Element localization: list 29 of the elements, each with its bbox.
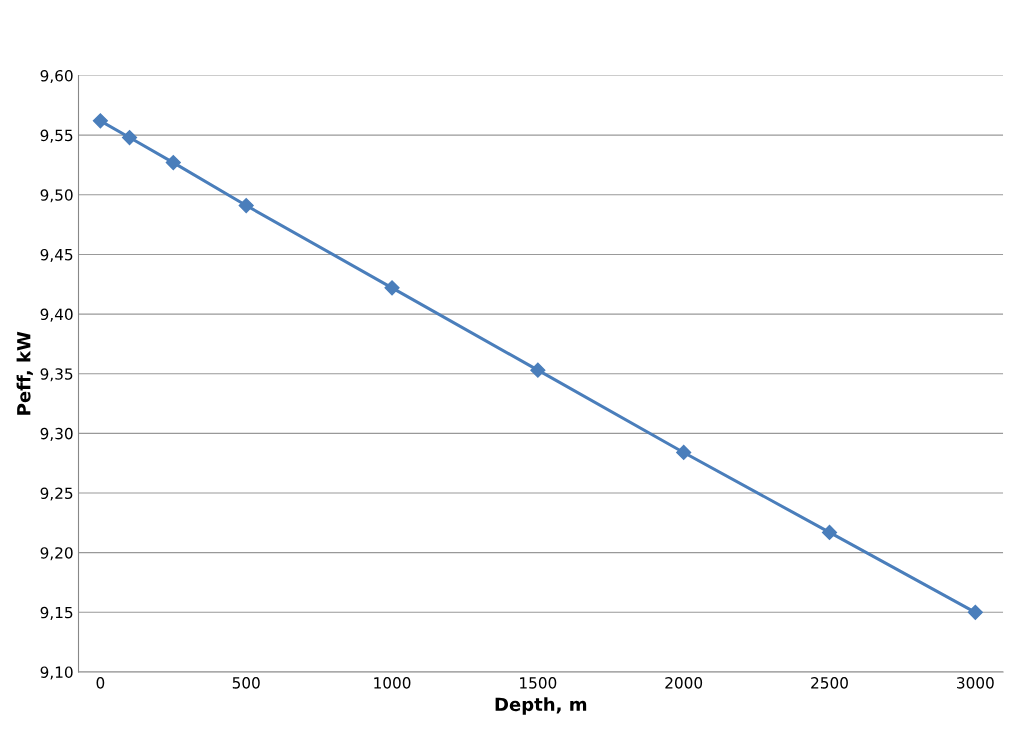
- x-tick-label: 1000: [374, 677, 411, 689]
- x-tick-label: 1500: [520, 677, 557, 689]
- x-tick-label: 0: [96, 677, 105, 689]
- y-tick-label: 9,50: [40, 189, 73, 203]
- x-tick-label: 2000: [665, 677, 703, 689]
- x-tick-label: 3000: [957, 677, 994, 689]
- y-tick-label: 9,35: [40, 368, 73, 382]
- y-tick-label: 9,40: [40, 308, 73, 322]
- point: [676, 444, 692, 461]
- point: [530, 362, 546, 378]
- y-tick-label: 9,55: [40, 129, 73, 143]
- y-tick-label: 9,30: [40, 427, 73, 441]
- point: [92, 113, 108, 129]
- x-tick-label: 2500: [811, 677, 848, 689]
- x-axis-title: Depth, m: [495, 697, 587, 715]
- y-tick-label: 9,15: [40, 606, 73, 620]
- point: [165, 155, 181, 171]
- y-tick-label: 9,25: [40, 487, 73, 501]
- y-tick-label: 9,20: [40, 547, 73, 561]
- y-tick-label: 9,60: [40, 69, 73, 84]
- point: [967, 604, 983, 620]
- x-tick-label: 500: [232, 677, 260, 689]
- point: [821, 524, 838, 540]
- y-axis-title: Peff, kW: [16, 331, 33, 415]
- y-tick-label: 9,45: [40, 248, 73, 263]
- point: [238, 197, 254, 214]
- point: [121, 129, 138, 146]
- point: [384, 280, 400, 296]
- y-tick-label: 9,10: [40, 666, 73, 680]
